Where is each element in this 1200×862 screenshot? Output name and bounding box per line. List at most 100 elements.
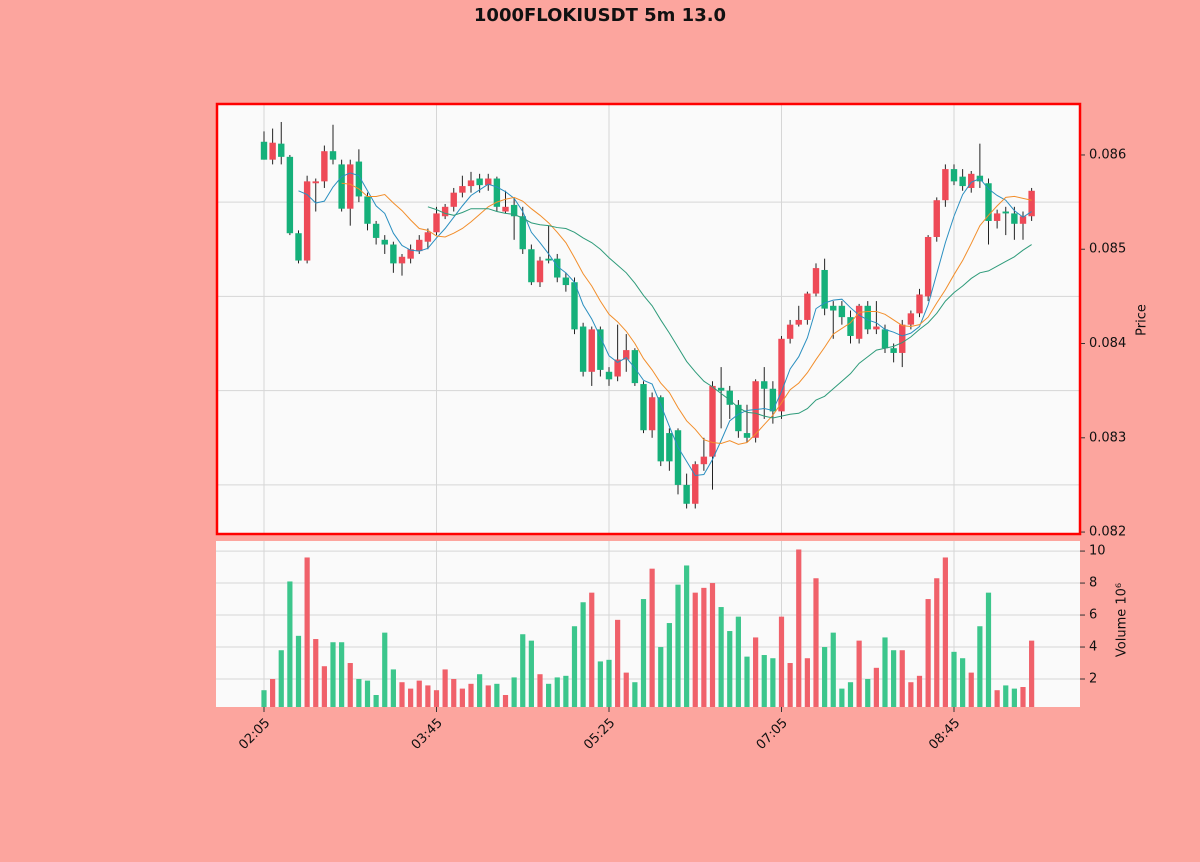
candle-body	[761, 381, 768, 389]
candle-body	[450, 192, 457, 207]
candle-body	[424, 232, 432, 242]
volume-bar	[278, 650, 284, 707]
volume-bar	[968, 672, 974, 707]
volume-bar	[778, 616, 785, 707]
y2-tick-label: 8	[1089, 576, 1097, 591]
volume-bar	[451, 679, 457, 707]
candle-body	[562, 277, 570, 286]
volume-bar	[468, 683, 474, 707]
candle-body	[821, 269, 828, 309]
y-tick-label: 0.083	[1089, 430, 1126, 445]
volume-bar	[416, 680, 422, 707]
volume-bar	[347, 663, 353, 707]
candle-body	[554, 258, 561, 278]
candle-body	[467, 180, 475, 187]
volume-bar	[916, 675, 923, 707]
candle-body	[924, 236, 932, 297]
candle-body	[1019, 216, 1027, 224]
candle-body	[623, 350, 630, 360]
volume-bar	[735, 616, 741, 707]
volume-bar	[744, 656, 750, 707]
candle-body	[390, 244, 397, 264]
volume-bar	[873, 667, 879, 707]
candle-body	[286, 156, 294, 234]
volume-bar	[589, 592, 595, 707]
candle-body	[303, 181, 311, 261]
candle-body	[795, 319, 802, 325]
candle-body	[907, 313, 915, 325]
volume-bar	[287, 581, 293, 707]
candle-body	[726, 390, 733, 405]
volume-bar	[847, 682, 854, 707]
volume-bar	[304, 557, 310, 707]
volume-bar	[390, 669, 396, 707]
candle-body	[347, 164, 354, 209]
candle-body	[269, 142, 276, 160]
candle-body	[355, 161, 363, 197]
volume-panel	[216, 541, 1080, 707]
volume-bar	[382, 632, 388, 707]
volume-bar	[1011, 688, 1017, 707]
y-tick-label: 0.084	[1089, 336, 1126, 351]
volume-bar	[571, 626, 578, 707]
volume-bar	[1029, 640, 1035, 707]
volume-bar	[632, 682, 638, 707]
y2-axis-label: Volume 10⁶	[1115, 583, 1130, 657]
candle-body	[640, 384, 647, 431]
y-axis-label: Price	[1135, 304, 1150, 336]
candle-body	[899, 324, 906, 353]
candle-body	[985, 183, 992, 221]
volume-bar	[701, 587, 707, 707]
candle-body	[812, 268, 820, 294]
candle-body	[743, 433, 751, 438]
y-tick-label: 0.085	[1089, 242, 1126, 257]
volume-bar	[399, 682, 405, 707]
candle-body	[786, 324, 794, 339]
candle-body	[260, 141, 268, 160]
candle-body	[1011, 213, 1018, 224]
candle-body	[1002, 211, 1009, 214]
volume-bar	[442, 669, 448, 707]
candle-body	[476, 178, 483, 186]
candle-body	[519, 216, 526, 250]
candle-body	[510, 204, 518, 217]
volume-bar	[770, 658, 776, 707]
volume-bar	[666, 623, 672, 707]
y2-tick-label: 4	[1089, 640, 1097, 655]
candle-body	[778, 338, 785, 412]
candle-body	[372, 223, 380, 238]
volume-bar	[623, 672, 629, 707]
candle-body	[830, 305, 837, 311]
volume-bar	[477, 674, 483, 707]
candle-body	[485, 178, 492, 186]
volume-bar	[804, 658, 810, 707]
candle-body	[993, 213, 1001, 221]
volume-bar	[796, 549, 802, 707]
volume-bar	[1020, 687, 1026, 707]
candle-body	[968, 173, 975, 188]
volume-bar	[321, 666, 327, 707]
candle-body	[312, 181, 319, 184]
volume-bar	[830, 632, 836, 707]
candle-body	[605, 371, 613, 380]
volume-bar	[658, 647, 664, 707]
volume-bar	[1003, 685, 1009, 707]
candle-body	[683, 484, 690, 504]
candle-body	[631, 350, 639, 384]
candle-body	[459, 186, 466, 193]
volume-bar	[640, 599, 647, 707]
volume-bar	[908, 682, 914, 707]
volume-bar	[934, 578, 940, 707]
y2-tick-label: 2	[1089, 672, 1097, 687]
candle-body	[407, 249, 414, 259]
candle-body	[890, 348, 897, 353]
volume-bar	[891, 650, 897, 707]
candle-body	[338, 164, 345, 209]
candle-body	[674, 430, 682, 485]
volume-bar	[537, 674, 543, 707]
candle-body	[942, 169, 949, 201]
volume-bar	[985, 592, 992, 707]
candle-body	[381, 239, 388, 245]
volume-bar	[718, 607, 724, 707]
candle-body	[588, 329, 595, 372]
